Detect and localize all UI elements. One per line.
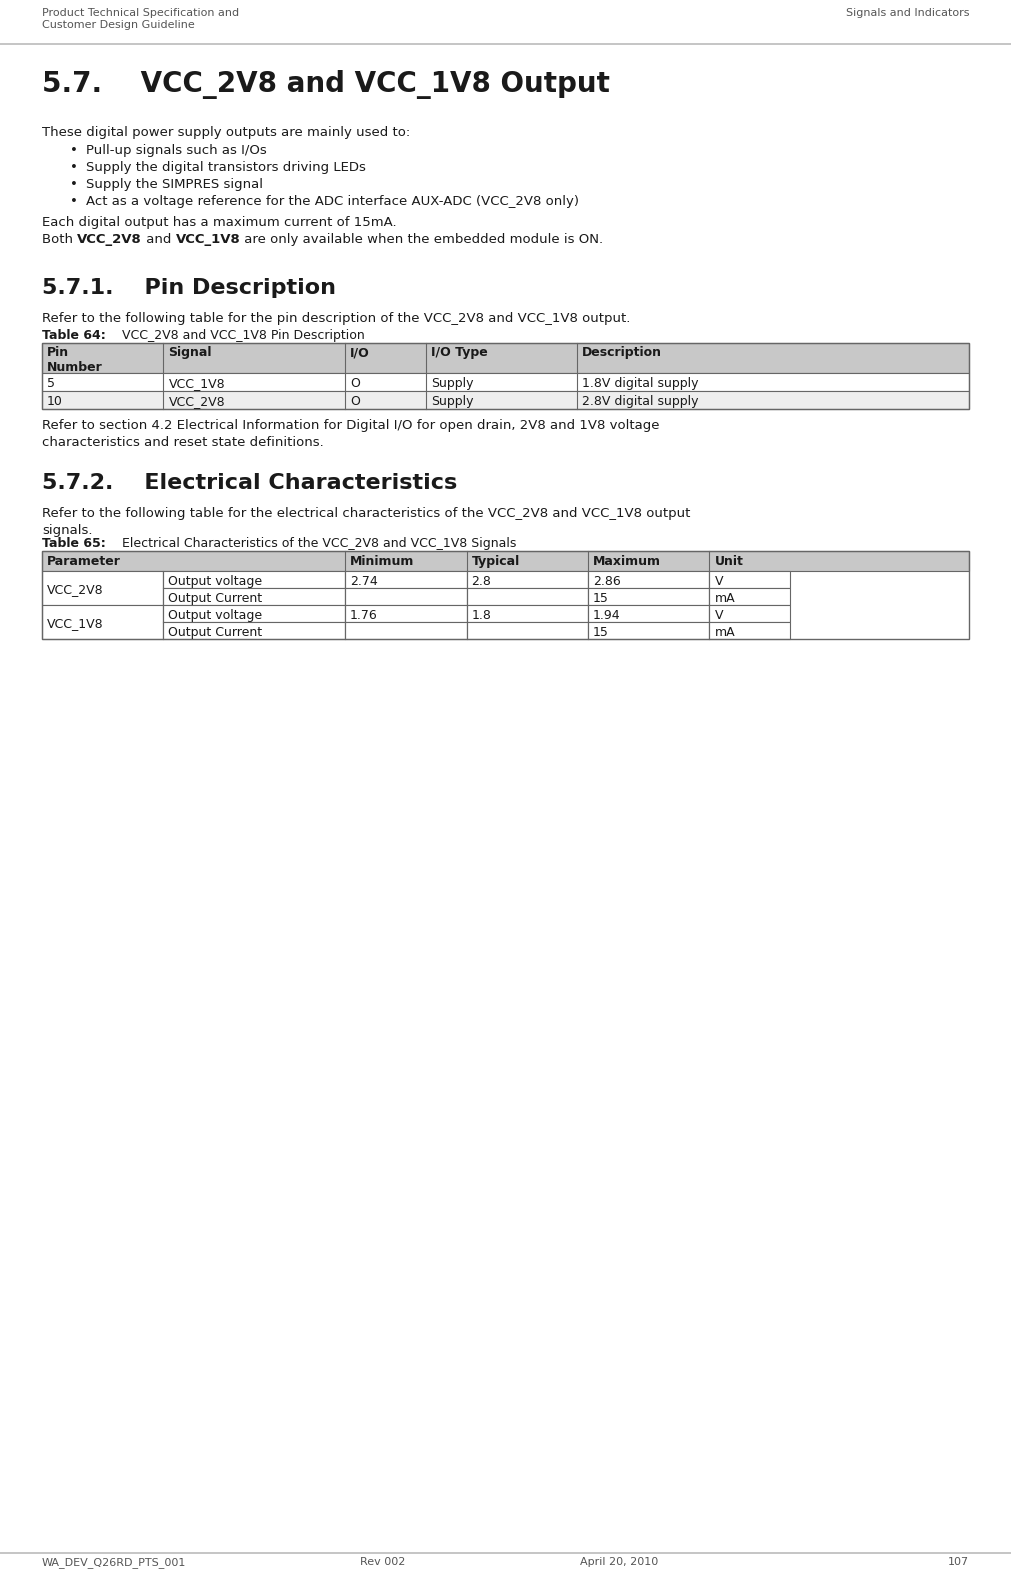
Text: Output Current: Output Current bbox=[169, 592, 263, 605]
Text: V: V bbox=[715, 609, 723, 622]
Bar bbox=[42, 551, 969, 571]
Bar bbox=[42, 391, 969, 408]
Text: Minimum: Minimum bbox=[350, 556, 415, 568]
Text: Typical: Typical bbox=[471, 556, 520, 568]
Text: Rev 002: Rev 002 bbox=[360, 1558, 405, 1567]
Text: Supply: Supply bbox=[431, 377, 473, 389]
Text: Refer to the following table for the electrical characteristics of the VCC_2V8 a: Refer to the following table for the ele… bbox=[42, 507, 691, 537]
Bar bbox=[164, 605, 345, 622]
Text: O: O bbox=[350, 396, 360, 408]
Text: VCC_2V8 and VCC_1V8 Pin Description: VCC_2V8 and VCC_1V8 Pin Description bbox=[106, 329, 365, 342]
Text: Table 65:: Table 65: bbox=[42, 537, 106, 549]
Text: VCC_1V8: VCC_1V8 bbox=[47, 617, 103, 630]
Bar bbox=[710, 622, 790, 640]
Bar bbox=[345, 622, 466, 640]
Text: Electrical Characteristics of the VCC_2V8 and VCC_1V8 Signals: Electrical Characteristics of the VCC_2V… bbox=[106, 537, 517, 549]
Text: 2.86: 2.86 bbox=[593, 575, 621, 587]
Text: VCC_1V8: VCC_1V8 bbox=[169, 377, 225, 389]
Bar bbox=[42, 551, 969, 640]
Bar bbox=[710, 571, 790, 587]
Bar bbox=[42, 374, 969, 391]
Text: •: • bbox=[70, 161, 78, 174]
Text: mA: mA bbox=[715, 592, 735, 605]
Bar bbox=[164, 622, 345, 640]
Bar bbox=[466, 571, 588, 587]
Bar bbox=[710, 605, 790, 622]
Bar bbox=[164, 587, 345, 605]
Text: 2.74: 2.74 bbox=[350, 575, 378, 587]
Text: 5.7.2.    Electrical Characteristics: 5.7.2. Electrical Characteristics bbox=[42, 473, 457, 492]
Bar bbox=[345, 605, 466, 622]
Bar bbox=[164, 571, 345, 587]
Text: Pin
Number: Pin Number bbox=[47, 347, 103, 374]
Text: 15: 15 bbox=[593, 592, 609, 605]
Bar bbox=[466, 622, 588, 640]
Text: These digital power supply outputs are mainly used to:: These digital power supply outputs are m… bbox=[42, 127, 410, 139]
Bar bbox=[466, 587, 588, 605]
Text: •: • bbox=[70, 195, 78, 207]
Text: 1.8: 1.8 bbox=[471, 609, 491, 622]
Text: I/O Type: I/O Type bbox=[431, 347, 487, 359]
Text: Output voltage: Output voltage bbox=[169, 575, 263, 587]
Text: Product Technical Specification and
Customer Design Guideline: Product Technical Specification and Cust… bbox=[42, 8, 240, 30]
Text: 1.94: 1.94 bbox=[593, 609, 621, 622]
Text: •: • bbox=[70, 177, 78, 192]
Text: 5: 5 bbox=[47, 377, 55, 389]
Text: Unit: Unit bbox=[715, 556, 743, 568]
Text: Supply: Supply bbox=[431, 396, 473, 408]
Bar bbox=[588, 571, 710, 587]
Text: Signals and Indicators: Signals and Indicators bbox=[845, 8, 969, 17]
Text: Each digital output has a maximum current of 15mA.: Each digital output has a maximum curren… bbox=[42, 215, 396, 230]
Bar bbox=[710, 587, 790, 605]
Text: Supply the SIMPRES signal: Supply the SIMPRES signal bbox=[86, 177, 263, 192]
Text: 15: 15 bbox=[593, 625, 609, 640]
Text: 10: 10 bbox=[47, 396, 63, 408]
Text: 1.76: 1.76 bbox=[350, 609, 378, 622]
Text: O: O bbox=[350, 377, 360, 389]
Text: Table 64:: Table 64: bbox=[42, 329, 106, 342]
Text: 5.7.    VCC_2V8 and VCC_1V8 Output: 5.7. VCC_2V8 and VCC_1V8 Output bbox=[42, 70, 610, 100]
Bar bbox=[588, 587, 710, 605]
Text: •: • bbox=[70, 144, 78, 157]
Text: April 20, 2010: April 20, 2010 bbox=[580, 1558, 658, 1567]
Text: Pull-up signals such as I/Os: Pull-up signals such as I/Os bbox=[86, 144, 267, 157]
Bar bbox=[345, 587, 466, 605]
Bar bbox=[42, 344, 969, 408]
Text: 2.8: 2.8 bbox=[471, 575, 491, 587]
Text: I/O: I/O bbox=[350, 347, 370, 359]
Text: Parameter: Parameter bbox=[47, 556, 121, 568]
Text: VCC_2V8: VCC_2V8 bbox=[47, 583, 103, 597]
Bar bbox=[588, 605, 710, 622]
Text: Supply the digital transistors driving LEDs: Supply the digital transistors driving L… bbox=[86, 161, 366, 174]
Text: 2.8V digital supply: 2.8V digital supply bbox=[582, 396, 699, 408]
Text: 5.7.1.    Pin Description: 5.7.1. Pin Description bbox=[42, 279, 336, 298]
Text: 1.8V digital supply: 1.8V digital supply bbox=[582, 377, 699, 389]
Text: VCC_1V8: VCC_1V8 bbox=[176, 233, 241, 245]
Text: Description: Description bbox=[582, 347, 662, 359]
Text: V: V bbox=[715, 575, 723, 587]
Text: Output voltage: Output voltage bbox=[169, 609, 263, 622]
Bar bbox=[42, 571, 164, 605]
Bar bbox=[466, 605, 588, 622]
Text: Refer to section 4.2 Electrical Information for Digital I/O for open drain, 2V8 : Refer to section 4.2 Electrical Informat… bbox=[42, 419, 659, 450]
Text: Act as a voltage reference for the ADC interface AUX-ADC (VCC_2V8 only): Act as a voltage reference for the ADC i… bbox=[86, 195, 579, 207]
Text: Output Current: Output Current bbox=[169, 625, 263, 640]
Bar bbox=[42, 605, 164, 640]
Text: 107: 107 bbox=[948, 1558, 969, 1567]
Text: Refer to the following table for the pin description of the VCC_2V8 and VCC_1V8 : Refer to the following table for the pin… bbox=[42, 312, 631, 325]
Text: and: and bbox=[142, 233, 176, 245]
Text: VCC_2V8: VCC_2V8 bbox=[169, 396, 225, 408]
Bar bbox=[42, 344, 969, 374]
Text: mA: mA bbox=[715, 625, 735, 640]
Text: VCC_2V8: VCC_2V8 bbox=[77, 233, 142, 245]
Text: WA_DEV_Q26RD_PTS_001: WA_DEV_Q26RD_PTS_001 bbox=[42, 1558, 186, 1567]
Text: Both: Both bbox=[42, 233, 77, 245]
Bar bbox=[588, 622, 710, 640]
Text: are only available when the embedded module is ON.: are only available when the embedded mod… bbox=[241, 233, 604, 245]
Text: Signal: Signal bbox=[169, 347, 212, 359]
Bar bbox=[345, 571, 466, 587]
Text: Maximum: Maximum bbox=[593, 556, 661, 568]
